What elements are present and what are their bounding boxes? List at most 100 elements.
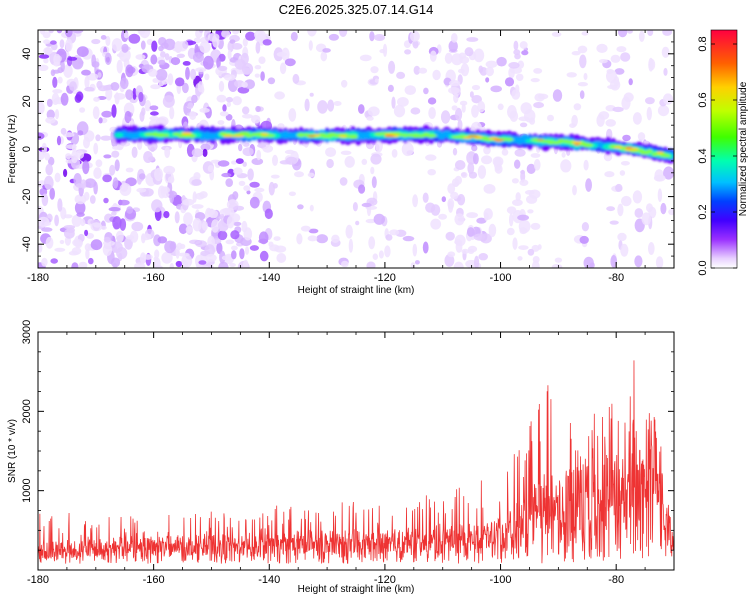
noise-blob: [414, 260, 420, 265]
noise-blob: [466, 212, 478, 219]
noise-blob: [603, 152, 613, 162]
noise-blob: [384, 245, 391, 258]
noise-blob: [616, 46, 627, 53]
noise-blob: [333, 101, 342, 106]
noise-blob: [119, 183, 132, 196]
noise-blob: [478, 253, 489, 261]
noise-blob: [93, 96, 100, 102]
noise-blob: [150, 111, 159, 116]
noise-blob: [512, 199, 523, 207]
noise-blob: [119, 48, 131, 62]
noise-blob: [254, 30, 266, 40]
noise-blob: [100, 225, 107, 230]
noise-blob: [163, 211, 170, 219]
noise-blob: [537, 244, 542, 250]
noise-blob: [74, 194, 87, 205]
noise-blob: [511, 178, 519, 184]
noise-blob: [54, 214, 59, 227]
noise-blob: [496, 56, 507, 67]
noise-blob: [445, 231, 455, 241]
noise-blob: [566, 149, 571, 156]
noise-blob: [267, 77, 276, 85]
snr-panel: -180 -160 -140 -120 -100 -80 1000 2000 3000 Hei…: [7, 320, 675, 595]
noise-blob: [161, 251, 173, 264]
noise-blob: [45, 236, 54, 249]
noise-blob: [192, 191, 197, 203]
noise-blob: [89, 195, 96, 204]
noise-blob: [103, 197, 109, 204]
noise-blob: [455, 107, 463, 121]
noise-blob: [258, 56, 266, 64]
noise-blob: [447, 251, 456, 258]
noise-blob: [67, 56, 78, 61]
noise-blob: [632, 112, 642, 125]
noise-blob: [109, 164, 116, 176]
noise-blob: [628, 78, 633, 86]
y-tick-label: 1000: [21, 478, 33, 502]
y-tick-label: 3000: [21, 320, 33, 344]
colorbar: 0.0 0.2 0.4 0.6 0.8 Normalized spectral ampl…: [697, 29, 749, 276]
noise-blob: [59, 239, 65, 245]
noise-blob: [69, 81, 77, 92]
noise-blob: [517, 214, 529, 221]
ridge-blob: [488, 137, 499, 140]
noise-blob: [473, 48, 485, 63]
noise-blob: [396, 71, 406, 79]
noise-blob: [245, 31, 256, 41]
noise-blob: [393, 104, 406, 118]
x-tick-label: -120: [374, 272, 396, 284]
noise-blob: [352, 202, 358, 212]
x-tick-label: -80: [608, 272, 624, 284]
noise-blob: [71, 214, 82, 227]
noise-blob: [649, 59, 656, 71]
noise-blob: [614, 68, 625, 75]
noise-blob: [418, 67, 428, 74]
noise-blob: [301, 142, 308, 147]
noise-blob: [609, 220, 619, 225]
noise-blob: [348, 238, 354, 253]
noise-blob: [493, 157, 502, 171]
noise-blob: [599, 59, 608, 64]
snr-series-line: [38, 360, 674, 564]
noise-blob: [111, 38, 123, 52]
ridge-blob: [222, 134, 234, 138]
noise-blob: [385, 234, 393, 241]
ridge-blob: [172, 132, 180, 136]
noise-blob: [74, 201, 86, 215]
noise-blob: [359, 54, 372, 62]
noise-blob: [571, 114, 578, 127]
noise-blob: [554, 257, 563, 263]
noise-blob: [233, 205, 245, 211]
noise-blob: [483, 184, 496, 194]
noise-blob: [110, 82, 120, 91]
noise-blob: [72, 30, 84, 34]
noise-blob: [219, 111, 229, 117]
noise-blob: [221, 255, 233, 261]
noise-blob: [115, 230, 124, 243]
ridge-blob: [384, 135, 395, 137]
noise-blob: [322, 48, 331, 53]
ridge-blob: [307, 135, 316, 137]
noise-blob: [279, 160, 291, 165]
noise-blob: [169, 262, 175, 268]
noise-blob: [41, 227, 53, 232]
noise-blob: [527, 209, 534, 214]
noise-blob: [52, 89, 63, 94]
noise-blob: [48, 156, 55, 166]
noise-blob: [371, 176, 377, 189]
noise-blob: [461, 248, 470, 254]
noise-blob: [662, 93, 674, 105]
noise-blob: [192, 52, 204, 63]
noise-blob: [425, 154, 437, 161]
ridge-blob: [613, 146, 624, 149]
noise-blob: [427, 169, 437, 176]
noise-blob: [617, 232, 627, 242]
noise-blob: [83, 191, 90, 201]
spectrogram-x-label: Height of straight line (km): [298, 285, 415, 296]
noise-blob: [339, 177, 348, 186]
noise-blob: [648, 242, 655, 255]
noise-blob: [501, 148, 509, 156]
x-tick-label: -180: [27, 272, 49, 284]
noise-blob: [111, 150, 120, 158]
ridge-blob: [237, 131, 250, 136]
